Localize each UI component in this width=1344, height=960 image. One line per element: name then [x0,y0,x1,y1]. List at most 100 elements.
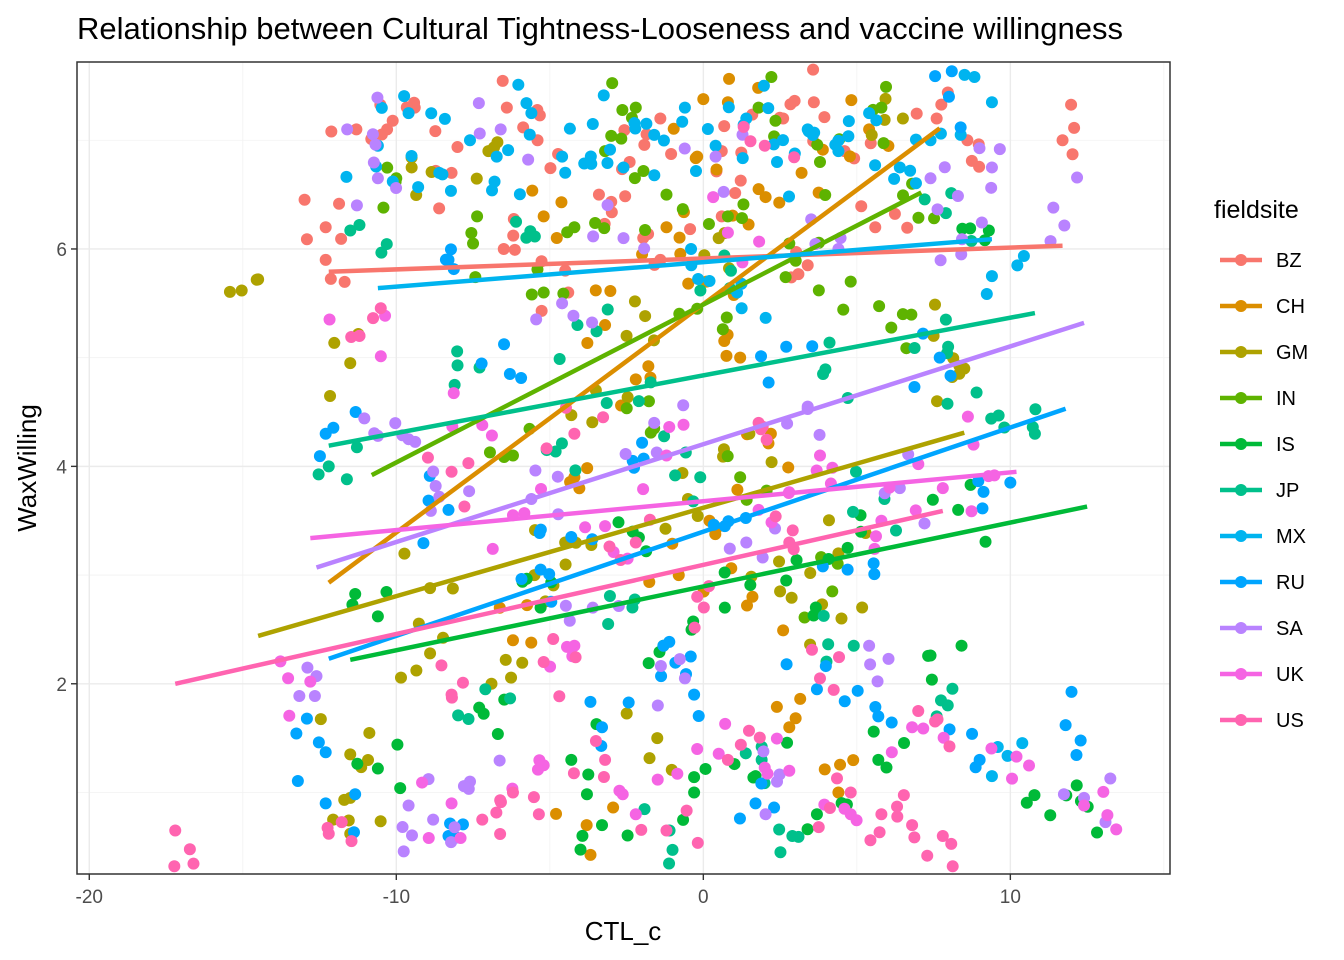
data-point-in [880,80,893,93]
data-point-us [786,524,799,537]
data-point-us [943,740,956,753]
data-point-us [760,433,773,446]
data-point-mx [771,156,784,169]
data-point-mx [1017,249,1030,262]
data-point-gm [620,707,633,720]
data-point-uk [1078,799,1091,812]
data-point-mx [722,101,735,114]
data-point-jp [344,224,357,237]
data-point-in [716,323,729,336]
data-point-bz [1068,121,1081,134]
data-point-ru [933,351,946,364]
data-point-us [568,427,581,440]
data-point-ru [780,340,793,353]
data-point-gm [643,752,656,765]
data-point-is [780,574,793,587]
data-point-bz [729,186,742,199]
data-point-us [833,651,846,664]
data-point-in [639,223,652,236]
data-point-sa [371,172,384,185]
data-point-uk [1097,785,1110,798]
data-point-us [597,771,610,784]
data-point-uk [374,350,387,363]
data-point-us [374,302,387,315]
data-point-mx [1016,737,1029,750]
data-point-bz [544,162,557,175]
data-point-sa [367,156,380,169]
data-point-gm [773,555,786,568]
data-point-ru [349,788,362,801]
data-point-sa [1057,788,1070,801]
data-point-uk [753,235,766,248]
data-point-gm [822,514,835,527]
data-point-ru [319,797,332,810]
data-point-uk [1023,759,1036,772]
data-point-us [737,120,750,133]
data-point-gm [405,161,418,174]
data-point-jp [603,590,616,603]
data-point-ch [682,277,695,290]
fit-line-in [370,190,923,478]
data-point-us [758,139,771,152]
data-point-uk [422,832,435,845]
data-point-uk [838,802,851,815]
major-gridlines [77,62,1170,874]
data-point-sa [723,542,736,555]
data-point-bz [386,114,399,127]
data-point-bz [888,207,901,220]
data-point-sa [934,254,947,267]
data-point-bz [869,221,882,234]
data-point-uk [447,387,460,400]
data-point-bz [497,242,510,255]
data-point-ch [759,191,772,204]
legend-label: IS [1276,434,1295,456]
data-point-us [490,806,503,819]
data-point-us [462,457,475,470]
data-point-jp [353,219,366,232]
data-point-in [642,395,655,408]
data-point-in [629,101,642,114]
data-point-sa [864,658,877,671]
data-point-mx [958,68,971,81]
data-point-bz [718,120,731,133]
legend-item-gm: GM [1220,342,1308,364]
data-point-mx [657,134,670,147]
data-point-ru [972,475,985,488]
data-point-bz [338,275,351,288]
data-point-is [781,736,794,749]
data-point-in [720,311,733,324]
data-point-mx [893,161,906,174]
data-point-sa [371,91,384,104]
data-point-us [891,800,904,813]
data-point-bz [619,190,632,203]
data-point-is [1028,789,1041,802]
data-point-is [952,503,965,516]
data-point-mx [985,770,998,783]
data-point-jp [773,823,786,836]
data-point-mx [525,107,538,120]
data-point-ch [589,284,602,297]
data-point-bz [300,233,313,246]
data-point-ru [867,557,880,570]
data-point-mx [1001,749,1014,762]
data-point-ru [312,736,325,749]
legend-item-sa: SA [1220,618,1303,640]
data-point-in [873,300,886,313]
data-point-ch [642,360,655,373]
data-point-us [445,691,458,704]
data-point-ru [966,727,979,740]
data-point-sa [429,480,442,493]
data-point-sa [530,313,543,326]
legend: fieldsite BZ CH GM IN IS JP MX RU SA UK US [1214,196,1308,732]
data-point-bz [734,174,747,187]
data-point-ru [768,801,781,814]
data-point-is [380,586,393,599]
data-point-us [813,672,826,685]
data-point-sa [551,470,564,483]
data-point-jp [451,359,464,372]
data-point-ru [1074,734,1087,747]
data-point-uk [961,410,974,423]
data-point-bz [451,141,464,154]
data-point-ch [782,461,795,474]
data-point-mx [676,115,689,128]
